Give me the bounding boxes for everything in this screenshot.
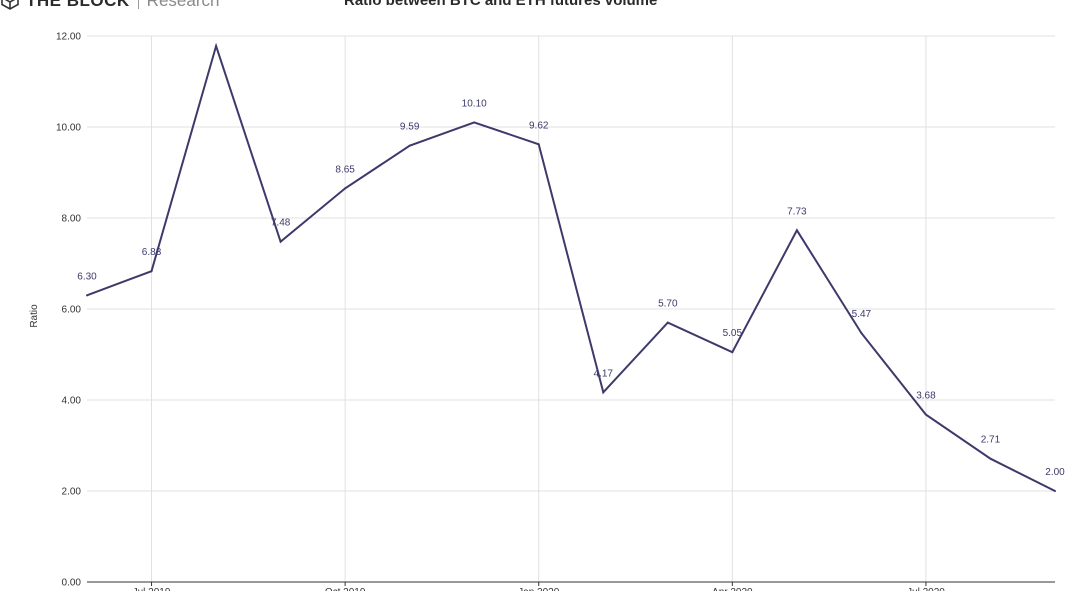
axis-layer: 0.00 2.00 4.00 6.00 8.00 10.00 12.00 Jul 2019 Oc…	[56, 32, 1055, 591]
data-point	[215, 45, 218, 48]
data-label: 2.00	[1045, 467, 1065, 478]
data-label: 10.10	[462, 98, 487, 109]
x-tick-label: Jul 2019	[133, 587, 171, 591]
data-label: 8.65	[335, 164, 355, 175]
y-tick-label: 6.00	[62, 305, 82, 316]
data-label: 9.62	[529, 120, 549, 131]
brand-name: THE BLOCK	[26, 0, 130, 10]
y-tick-label: 2.00	[62, 487, 82, 498]
cube-icon	[1, 0, 19, 10]
data-label: 2.71	[981, 435, 1001, 446]
label-layer: 6.30 6.83 7.48 8.65 9.59 10.10 9.62 4.17 5.70 5.0…	[77, 98, 1065, 478]
grid-layer	[87, 35, 1055, 583]
brand-subtitle: Research	[146, 0, 220, 10]
x-tick-label: Oct 2019	[325, 587, 366, 591]
data-point	[86, 294, 88, 297]
data-point	[473, 121, 476, 124]
data-point	[344, 187, 347, 190]
data-label: 5.70	[658, 299, 678, 310]
series-line	[86, 42, 1056, 492]
y-axis-label: Ratio	[29, 304, 40, 328]
series-layer	[86, 42, 1056, 492]
chart-title: Ratio between BTC and ETH futures volume	[344, 0, 658, 9]
x-tick-label: Apr 2020	[712, 587, 753, 591]
data-label: 9.59	[400, 122, 420, 133]
data-point	[279, 240, 282, 243]
y-tick-label: 8.00	[62, 214, 82, 225]
y-tick-label: 10.00	[56, 123, 81, 134]
data-point	[924, 413, 927, 416]
data-point	[666, 321, 669, 324]
data-point	[795, 229, 798, 232]
data-label: 4.17	[594, 368, 614, 379]
data-point	[1054, 490, 1056, 492]
data-point	[150, 270, 153, 273]
data-label: 7.48	[271, 218, 291, 229]
data-label: 5.05	[723, 328, 743, 339]
data-point	[537, 143, 540, 146]
data-point	[602, 391, 605, 394]
data-point	[989, 457, 992, 460]
data-label: 7.73	[787, 206, 807, 217]
data-label: 6.83	[142, 247, 162, 258]
brand-divider	[137, 0, 139, 9]
y-tick-label: 4.00	[62, 396, 82, 407]
y-tick-label: 12.00	[56, 32, 81, 43]
data-point	[731, 351, 734, 354]
x-tick-label: Jul 2020	[907, 587, 945, 591]
data-label: 5.47	[852, 309, 872, 320]
brand-logo: THE BLOCK Research	[0, 0, 219, 11]
y-tick-label: 0.00	[62, 578, 82, 589]
data-label: 3.68	[916, 391, 936, 402]
data-point	[860, 332, 863, 335]
x-tick-label: Jan 2020	[518, 587, 560, 591]
data-point	[408, 144, 411, 147]
data-label: 6.30	[77, 271, 97, 282]
